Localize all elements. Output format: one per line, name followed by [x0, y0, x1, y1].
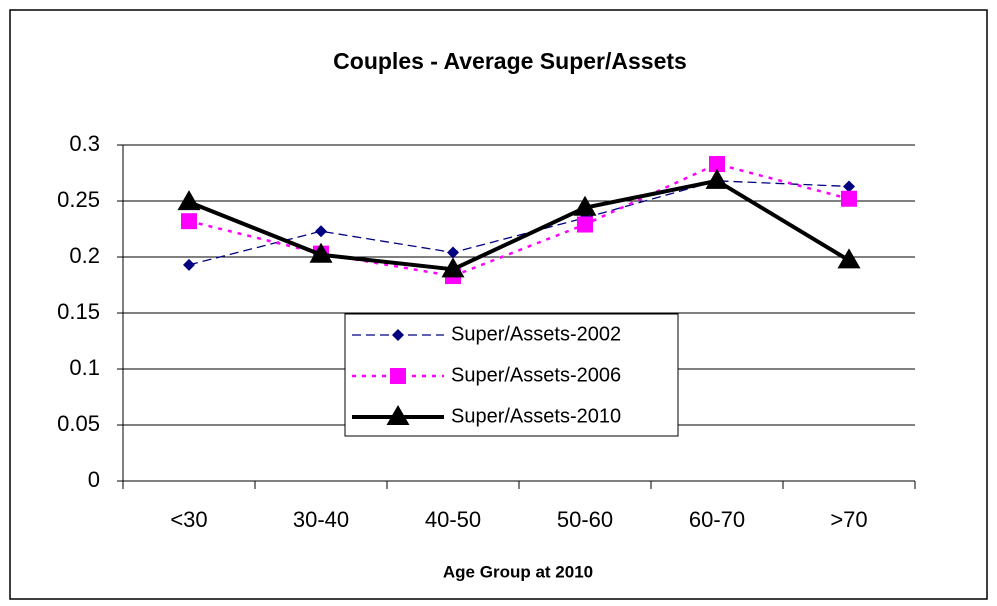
marker	[843, 180, 855, 193]
y-tick-label: 0.1	[69, 355, 100, 380]
marker	[841, 190, 857, 207]
x-tick-label: 40-50	[425, 507, 481, 532]
marker	[183, 258, 195, 271]
x-tick-label: <30	[170, 507, 207, 532]
y-tick-label: 0.25	[57, 187, 100, 212]
series	[177, 168, 861, 278]
marker	[577, 216, 593, 233]
marker	[705, 168, 729, 189]
series-line	[188, 162, 850, 278]
x-tick-label: 30-40	[293, 507, 349, 532]
x-axis-label: Age Group at 2010	[443, 562, 593, 581]
marker	[315, 225, 327, 238]
marker	[390, 368, 406, 384]
marker	[837, 248, 861, 269]
legend-label: Super/Assets-2010	[451, 405, 621, 427]
series-line	[188, 180, 850, 266]
marker	[181, 213, 197, 230]
marker	[441, 257, 465, 278]
marker	[386, 405, 410, 425]
marker	[709, 156, 725, 173]
series-line	[188, 178, 851, 272]
y-tick-label: 0	[88, 467, 100, 492]
chart-title: Couples - Average Super/Assets	[333, 48, 687, 74]
marker	[447, 246, 459, 259]
marker	[177, 190, 201, 211]
x-tick-label: 50-60	[557, 507, 613, 532]
marker	[309, 242, 333, 263]
legend-label: Super/Assets-2002	[451, 323, 621, 345]
y-tick-label: 0.3	[69, 131, 100, 156]
chart-border	[9, 9, 988, 600]
y-tick-label: 0.15	[57, 299, 100, 324]
x-tick-label: 60-70	[689, 507, 745, 532]
legend-label: Super/Assets-2006	[451, 364, 621, 386]
x-tick-label: >70	[830, 507, 867, 532]
marker	[392, 329, 404, 341]
y-tick-label: 0.05	[57, 411, 100, 436]
y-tick-label: 0.2	[69, 243, 100, 268]
marker	[573, 195, 597, 216]
